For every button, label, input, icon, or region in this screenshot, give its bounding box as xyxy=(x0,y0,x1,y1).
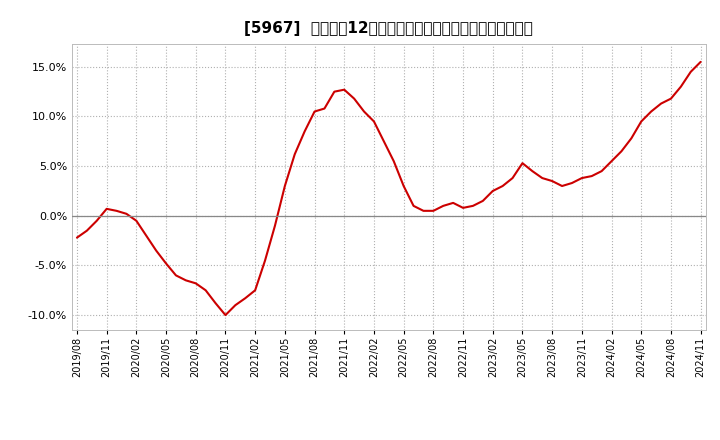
Title: [5967]  売上高の12か月移動合計の対前年同期増減率の推移: [5967] 売上高の12か月移動合計の対前年同期増減率の推移 xyxy=(244,21,534,36)
